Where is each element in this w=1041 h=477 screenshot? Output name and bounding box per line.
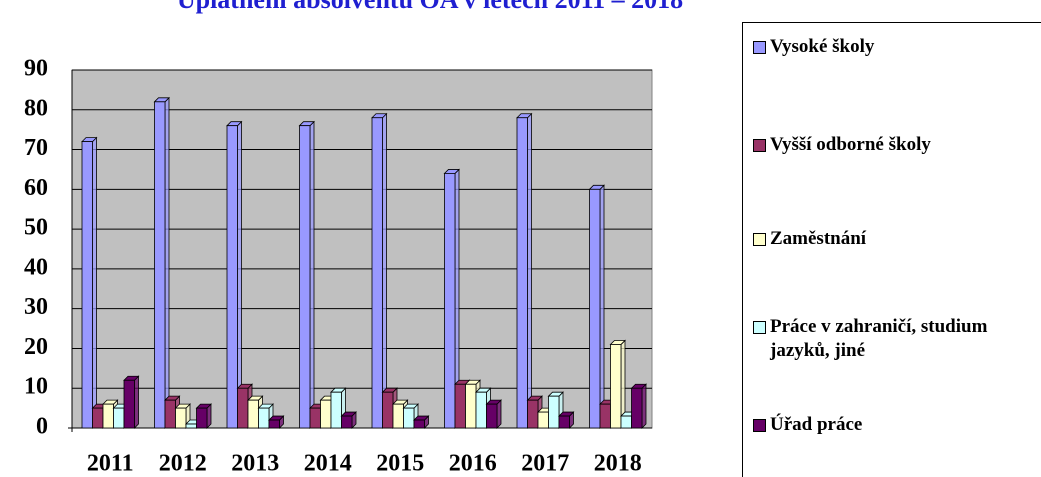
bar [320, 399, 332, 429]
bar [175, 407, 187, 429]
bar [268, 419, 280, 429]
y-tick-label: 40 [24, 254, 48, 280]
bar [382, 391, 394, 429]
bar [196, 407, 208, 429]
bar [237, 387, 249, 429]
bar [516, 117, 528, 429]
bar-side [309, 120, 315, 429]
bar [631, 387, 643, 429]
x-tick-label: 2017 [521, 451, 569, 477]
bar [309, 407, 321, 429]
bar [403, 407, 415, 429]
bar [341, 415, 353, 429]
legend-label: Vyšší odborné školy [770, 134, 931, 155]
bar [371, 117, 383, 429]
legend-item: Práce v zahraničí, studium jazyků, jiné [753, 315, 1010, 363]
bar [465, 383, 477, 429]
bar [527, 399, 539, 429]
bar-side [134, 375, 139, 429]
legend-item: Vysoké školy [753, 35, 1010, 59]
legend-item: Vyšší odborné školy [753, 133, 1010, 157]
bar [123, 379, 135, 429]
y-tick-label: 30 [24, 294, 48, 320]
bar [620, 415, 632, 429]
legend: Vysoké školy Vyšší odborné školy Zaměstnán… [742, 22, 1041, 477]
legend-label: Úřad práce [770, 414, 863, 435]
bar [589, 188, 601, 429]
bar [537, 411, 549, 429]
bar [610, 344, 622, 429]
bar-side [527, 112, 532, 429]
legend-item: Zaměstnání [753, 227, 1010, 251]
y-tick-label: 70 [24, 135, 48, 161]
bar [247, 399, 259, 429]
bar-side [164, 96, 170, 429]
bar [164, 399, 176, 429]
bar-side [599, 184, 605, 429]
x-tick-label: 2014 [304, 451, 352, 477]
y-tick-label: 90 [24, 56, 48, 82]
legend-label: Vysoké školy [770, 36, 875, 57]
legend-swatch [753, 321, 766, 334]
bar [113, 407, 125, 429]
bar [185, 423, 197, 429]
bar [92, 407, 104, 429]
y-tick-label: 80 [24, 95, 48, 121]
bar [102, 403, 114, 429]
bar [81, 141, 93, 429]
legend-swatch [753, 233, 766, 246]
chart-title: Uplatnění absolventů OA v letech 2011 – … [177, 0, 683, 14]
bar [599, 403, 611, 429]
x-tick-label: 2013 [231, 451, 279, 477]
bar [299, 125, 311, 429]
y-tick-label: 0 [36, 414, 48, 440]
bar [475, 391, 487, 429]
bar [258, 407, 270, 429]
bar-side [496, 399, 502, 429]
legend-item: Úřad práce [753, 413, 1010, 437]
x-tick-label: 2015 [376, 451, 424, 477]
x-tick-label: 2012 [159, 451, 207, 477]
y-tick-label: 50 [24, 215, 48, 241]
bar [454, 383, 466, 429]
bar [444, 173, 456, 429]
bar [154, 101, 166, 429]
bar-side [382, 112, 387, 429]
chart: Uplatnění absolventů OA v letech 2011 – … [24, 0, 683, 477]
x-tick-label: 2016 [449, 451, 497, 477]
x-tick-label: 2011 [87, 451, 134, 477]
bar [330, 391, 342, 429]
bar [486, 403, 498, 429]
bar [413, 419, 425, 429]
y-tick-label: 60 [24, 175, 48, 201]
legend-swatch [753, 419, 766, 432]
bar [226, 125, 238, 429]
legend-swatch [753, 139, 766, 152]
bar-side [92, 136, 97, 429]
y-tick-label: 10 [24, 374, 48, 400]
legend-label: Zaměstnání [770, 228, 867, 249]
legend-swatch [753, 41, 766, 54]
bar [558, 415, 570, 429]
y-tick-label: 20 [24, 334, 48, 360]
legend-label: Práce v zahraničí, studium jazyků, jiné [770, 316, 988, 361]
bar-side [237, 120, 242, 429]
bar [392, 403, 404, 429]
x-tick-label: 2018 [594, 451, 642, 477]
bar-side [641, 383, 647, 429]
bar [548, 395, 560, 429]
